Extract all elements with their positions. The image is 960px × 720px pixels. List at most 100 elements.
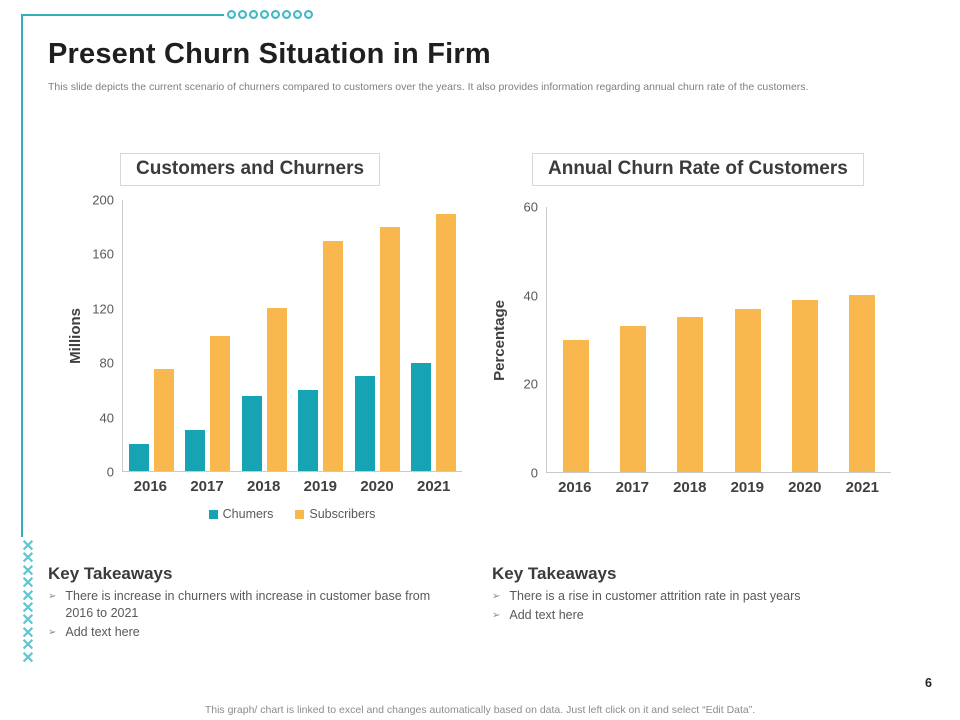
x-glyph-icon: ✕ — [21, 637, 35, 655]
x-chain-decoration: ✕ ✕ ✕ ✕ ✕ ✕ ✕ ✕ ✕ ✕ — [16, 538, 40, 667]
x-glyph-icon: ✕ — [21, 600, 35, 618]
legend-swatch — [208, 509, 218, 519]
x-glyph-icon: ✕ — [21, 587, 35, 605]
y-axis-title: Percentage — [490, 299, 508, 381]
bar-chumers-2021[interactable] — [411, 362, 432, 471]
y-tick-label: 40 — [523, 288, 538, 304]
bar-churn-rate-2017[interactable] — [619, 326, 646, 472]
accent-vertical-line — [21, 14, 23, 537]
y-tick-label: 80 — [99, 355, 114, 371]
x-tick-label-2019: 2019 — [303, 478, 338, 495]
x-axis: 2016 2017 2018 2019 2020 2021 — [546, 479, 891, 496]
legend-swatch — [295, 509, 305, 519]
page-title: Present Churn Situation in Firm — [48, 38, 491, 70]
key-takeaways-left: Key Takeaways ➢ There is increase in chu… — [48, 564, 484, 643]
page-subtitle: This slide depicts the current scenario … — [48, 81, 809, 93]
legend-item-chumers: Chumers — [208, 507, 274, 521]
takeaway-text: Add text here — [509, 607, 584, 622]
bar-group-2019 — [293, 200, 350, 471]
x-glyph-icon: ✕ — [21, 562, 35, 580]
bar-chumers-2016[interactable] — [128, 443, 149, 471]
x-tick-label-2018: 2018 — [673, 479, 707, 496]
bar-group-2018 — [662, 207, 719, 472]
arrow-bullet-icon: ➢ — [48, 626, 57, 638]
takeaway-item: ➢ Add text here — [48, 624, 484, 641]
circle-dot-icon — [282, 10, 291, 19]
x-glyph-icon: ✕ — [21, 624, 35, 642]
chart-legend: Chumers Subscribers — [122, 507, 462, 521]
bar-subscribers-2019[interactable] — [323, 240, 344, 471]
x-tick-label-2020: 2020 — [788, 479, 822, 496]
bar-chumers-2017[interactable] — [185, 430, 206, 471]
x-glyph-icon: ✕ — [21, 649, 35, 667]
bar-churn-rate-2019[interactable] — [734, 308, 761, 472]
bar-group-2016 — [123, 200, 180, 471]
x-glyph-icon: ✕ — [21, 575, 35, 593]
x-tick-label-2016: 2016 — [558, 479, 592, 496]
bar-churn-rate-2016[interactable] — [562, 339, 589, 472]
chart-customers-and-churners[interactable]: Millions 200 160 120 80 40 0 2016 2017 2018 2019… — [64, 193, 462, 521]
x-tick-label-2020: 2020 — [360, 478, 394, 495]
circle-dot-icon — [249, 10, 258, 19]
page-number: 6 — [925, 676, 932, 690]
bar-churn-rate-2021[interactable] — [849, 295, 876, 472]
x-tick-label-2021: 2021 — [845, 479, 879, 496]
plot-area — [546, 207, 891, 473]
takeaway-item: ➢ There is increase in churners with inc… — [48, 588, 484, 622]
x-glyph-icon: ✕ — [21, 538, 35, 555]
bar-group-2017 — [180, 200, 237, 471]
takeaways-title: Key Takeaways — [492, 564, 617, 583]
circle-dot-icon — [260, 10, 269, 19]
circle-dot-icon — [271, 10, 280, 19]
arrow-bullet-icon: ➢ — [492, 591, 501, 602]
chart-annual-churn-rate[interactable]: Percentage 60 40 20 0 2016 2017 2018 2019 2020 2… — [488, 200, 891, 496]
circle-dot-icon — [304, 10, 313, 19]
x-tick-label-2016: 2016 — [133, 478, 168, 495]
circle-dot-icon — [238, 10, 247, 19]
y-tick-label: 60 — [523, 199, 538, 215]
bar-group-2020 — [776, 207, 833, 472]
bar-group-2017 — [604, 207, 661, 472]
legend-label: Subscribers — [309, 507, 376, 521]
bar-churn-rate-2018[interactable] — [677, 317, 704, 472]
bar-subscribers-2016[interactable] — [153, 369, 174, 471]
arrow-bullet-icon: ➢ — [48, 591, 57, 602]
y-tick-label: 0 — [530, 465, 538, 481]
arrow-bullet-icon: ➢ — [492, 609, 501, 621]
y-tick-label: 20 — [523, 376, 538, 392]
y-tick-label: 0 — [106, 464, 114, 480]
bar-group-2021 — [406, 200, 463, 471]
y-tick-label: 160 — [92, 246, 114, 262]
bar-chumers-2018[interactable] — [241, 396, 262, 471]
bar-subscribers-2018[interactable] — [266, 308, 287, 471]
bar-subscribers-2021[interactable] — [436, 213, 457, 471]
bar-group-2018 — [236, 200, 293, 471]
bar-group-2016 — [547, 207, 604, 472]
key-takeaways-right: Key Takeaways ➢ There is a rise in custo… — [492, 564, 928, 626]
bar-subscribers-2017[interactable] — [210, 335, 231, 471]
x-tick-label-2018: 2018 — [246, 478, 281, 495]
y-axis: 200 160 120 80 40 0 — [86, 193, 122, 480]
bar-churn-rate-2020[interactable] — [791, 299, 818, 472]
takeaway-item: ➢ Add text here — [492, 607, 928, 624]
chart-title-customers-churners: Customers and Churners — [120, 153, 381, 186]
bar-group-2020 — [349, 200, 406, 471]
x-glyph-icon: ✕ — [21, 612, 35, 630]
legend-label: Chumers — [222, 507, 274, 521]
bar-chumers-2019[interactable] — [298, 389, 319, 471]
bar-group-2019 — [719, 207, 776, 472]
circle-dot-icon — [293, 10, 302, 19]
bar-subscribers-2020[interactable] — [379, 227, 400, 471]
y-axis-title: Millions — [66, 308, 84, 364]
accent-horizontal-line — [22, 14, 224, 16]
plot-area — [122, 200, 462, 472]
footer-note: This graph/ chart is linked to excel and… — [204, 704, 756, 716]
dot-chain-decoration — [227, 10, 313, 19]
legend-item-subscribers: Subscribers — [295, 507, 375, 521]
takeaway-text: Add text here — [65, 624, 140, 639]
circle-dot-icon — [227, 10, 236, 19]
takeaway-item: ➢ There is a rise in customer attrition … — [492, 588, 928, 605]
bar-chumers-2020[interactable] — [354, 376, 375, 471]
x-tick-label-2019: 2019 — [730, 479, 764, 496]
